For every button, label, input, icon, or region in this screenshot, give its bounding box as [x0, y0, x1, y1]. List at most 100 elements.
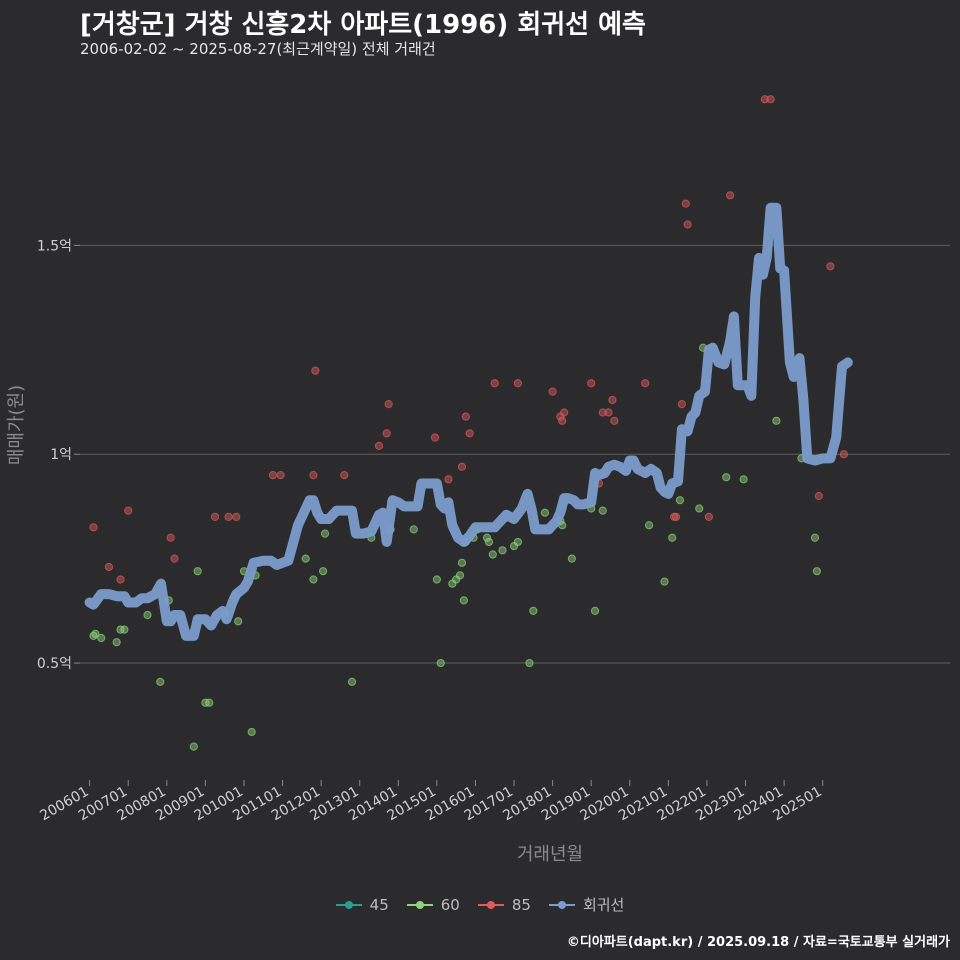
data-point-85 — [430, 433, 440, 442]
data-point-60 — [459, 596, 468, 605]
data-point-60 — [247, 727, 256, 737]
data-point-60 — [484, 537, 494, 547]
y-tick-label: 0.5억 — [37, 656, 72, 672]
data-point-85 — [124, 506, 133, 515]
data-point-60 — [156, 677, 165, 686]
data-point-60 — [205, 698, 214, 707]
data-point-60 — [234, 617, 243, 626]
legend-label-85: 85 — [511, 895, 531, 914]
regression-line — [84, 202, 853, 641]
y-axis-title: 매매가(원) — [6, 385, 27, 465]
data-point-85 — [604, 408, 613, 417]
data-point-60 — [590, 606, 600, 615]
data-point-60 — [812, 567, 821, 576]
data-point-85 — [384, 400, 393, 409]
data-point-60 — [644, 521, 654, 530]
chart-subtitle: 2006-02-02 ~ 2025-08-27(최근계약일) 전체 거래건 — [80, 40, 436, 58]
data-point-85 — [683, 220, 692, 229]
data-point-60 — [525, 658, 534, 668]
data-point-60 — [301, 554, 310, 563]
data-point-85 — [224, 512, 233, 521]
data-point-85 — [560, 408, 569, 417]
data-point-85 — [513, 379, 522, 388]
data-point-60 — [112, 638, 121, 647]
data-point-60 — [482, 533, 492, 542]
legend-label-60: 60 — [440, 895, 460, 914]
data-point-60 — [97, 633, 106, 643]
data-point-60 — [675, 496, 685, 505]
data-point-60 — [722, 473, 731, 482]
data-point-85 — [610, 416, 619, 425]
data-point-60 — [529, 606, 538, 615]
y-tick-label: 1.5억 — [37, 238, 72, 254]
data-point-60 — [513, 537, 522, 547]
data-point-60 — [193, 567, 202, 576]
data-point-60 — [540, 508, 550, 517]
data-point-60 — [598, 506, 607, 515]
data-point-60 — [810, 533, 820, 542]
data-point-85 — [677, 400, 686, 409]
legend-key-85 — [477, 898, 504, 912]
data-point-60 — [772, 416, 781, 425]
data-point-85 — [558, 416, 567, 425]
legend-item-regression: 회귀선 — [548, 894, 625, 915]
data-point-85 — [681, 199, 690, 208]
data-point-60 — [455, 571, 465, 580]
data-point-85 — [671, 512, 681, 521]
data-point-85 — [444, 475, 453, 484]
data-point-85 — [760, 95, 769, 104]
data-point-60 — [567, 554, 577, 563]
data-point-85 — [814, 491, 823, 501]
data-point-85 — [311, 366, 320, 375]
data-point-60 — [347, 677, 357, 686]
legend-label-45: 45 — [369, 895, 389, 914]
data-point-60 — [695, 504, 704, 513]
chart-legend: 45 60 85 회귀선 — [0, 894, 960, 915]
data-point-60 — [120, 625, 129, 634]
data-point-85 — [839, 450, 849, 459]
data-point-60 — [432, 575, 441, 584]
data-point-60 — [660, 577, 669, 586]
data-point-85 — [608, 395, 617, 405]
legend-key-regression — [548, 898, 575, 912]
data-point-85 — [725, 191, 735, 200]
data-point-60 — [457, 558, 467, 567]
data-point-85 — [116, 575, 125, 584]
data-point-60 — [320, 529, 330, 538]
data-point-60 — [318, 567, 328, 576]
data-point-85 — [598, 408, 607, 417]
data-point-85 — [641, 379, 650, 388]
y-tick-label: 1억 — [50, 447, 72, 463]
chart-title: [거창군] 거창 신흥2차 아파트(1996) 회귀선 예측 — [80, 10, 646, 40]
data-point-85 — [104, 562, 114, 572]
data-point-85 — [170, 554, 179, 563]
data-point-85 — [766, 95, 775, 104]
data-point-85 — [461, 412, 470, 421]
data-point-85 — [89, 523, 98, 532]
data-point-60 — [436, 658, 445, 668]
data-point-85 — [465, 429, 474, 438]
data-point-85 — [587, 379, 596, 388]
data-point-60 — [668, 533, 677, 542]
data-point-60 — [189, 742, 198, 751]
data-point-85 — [340, 471, 349, 480]
data-point-85 — [232, 512, 241, 521]
data-point-85 — [276, 471, 285, 480]
data-point-85 — [490, 379, 499, 388]
data-point-85 — [382, 429, 391, 438]
data-point-85 — [457, 462, 467, 471]
data-point-85 — [166, 533, 175, 542]
data-point-85 — [826, 262, 835, 271]
data-point-85 — [704, 512, 713, 521]
data-point-60 — [488, 550, 497, 559]
data-point-60 — [739, 475, 748, 484]
legend-item-85: 85 — [477, 894, 531, 915]
data-point-85 — [374, 441, 384, 450]
data-point-60 — [91, 629, 100, 638]
data-point-85 — [210, 512, 220, 521]
data-point-85 — [268, 471, 278, 480]
legend-label-regression: 회귀선 — [582, 896, 625, 914]
data-point-60 — [309, 575, 318, 584]
data-point-85 — [548, 387, 557, 396]
